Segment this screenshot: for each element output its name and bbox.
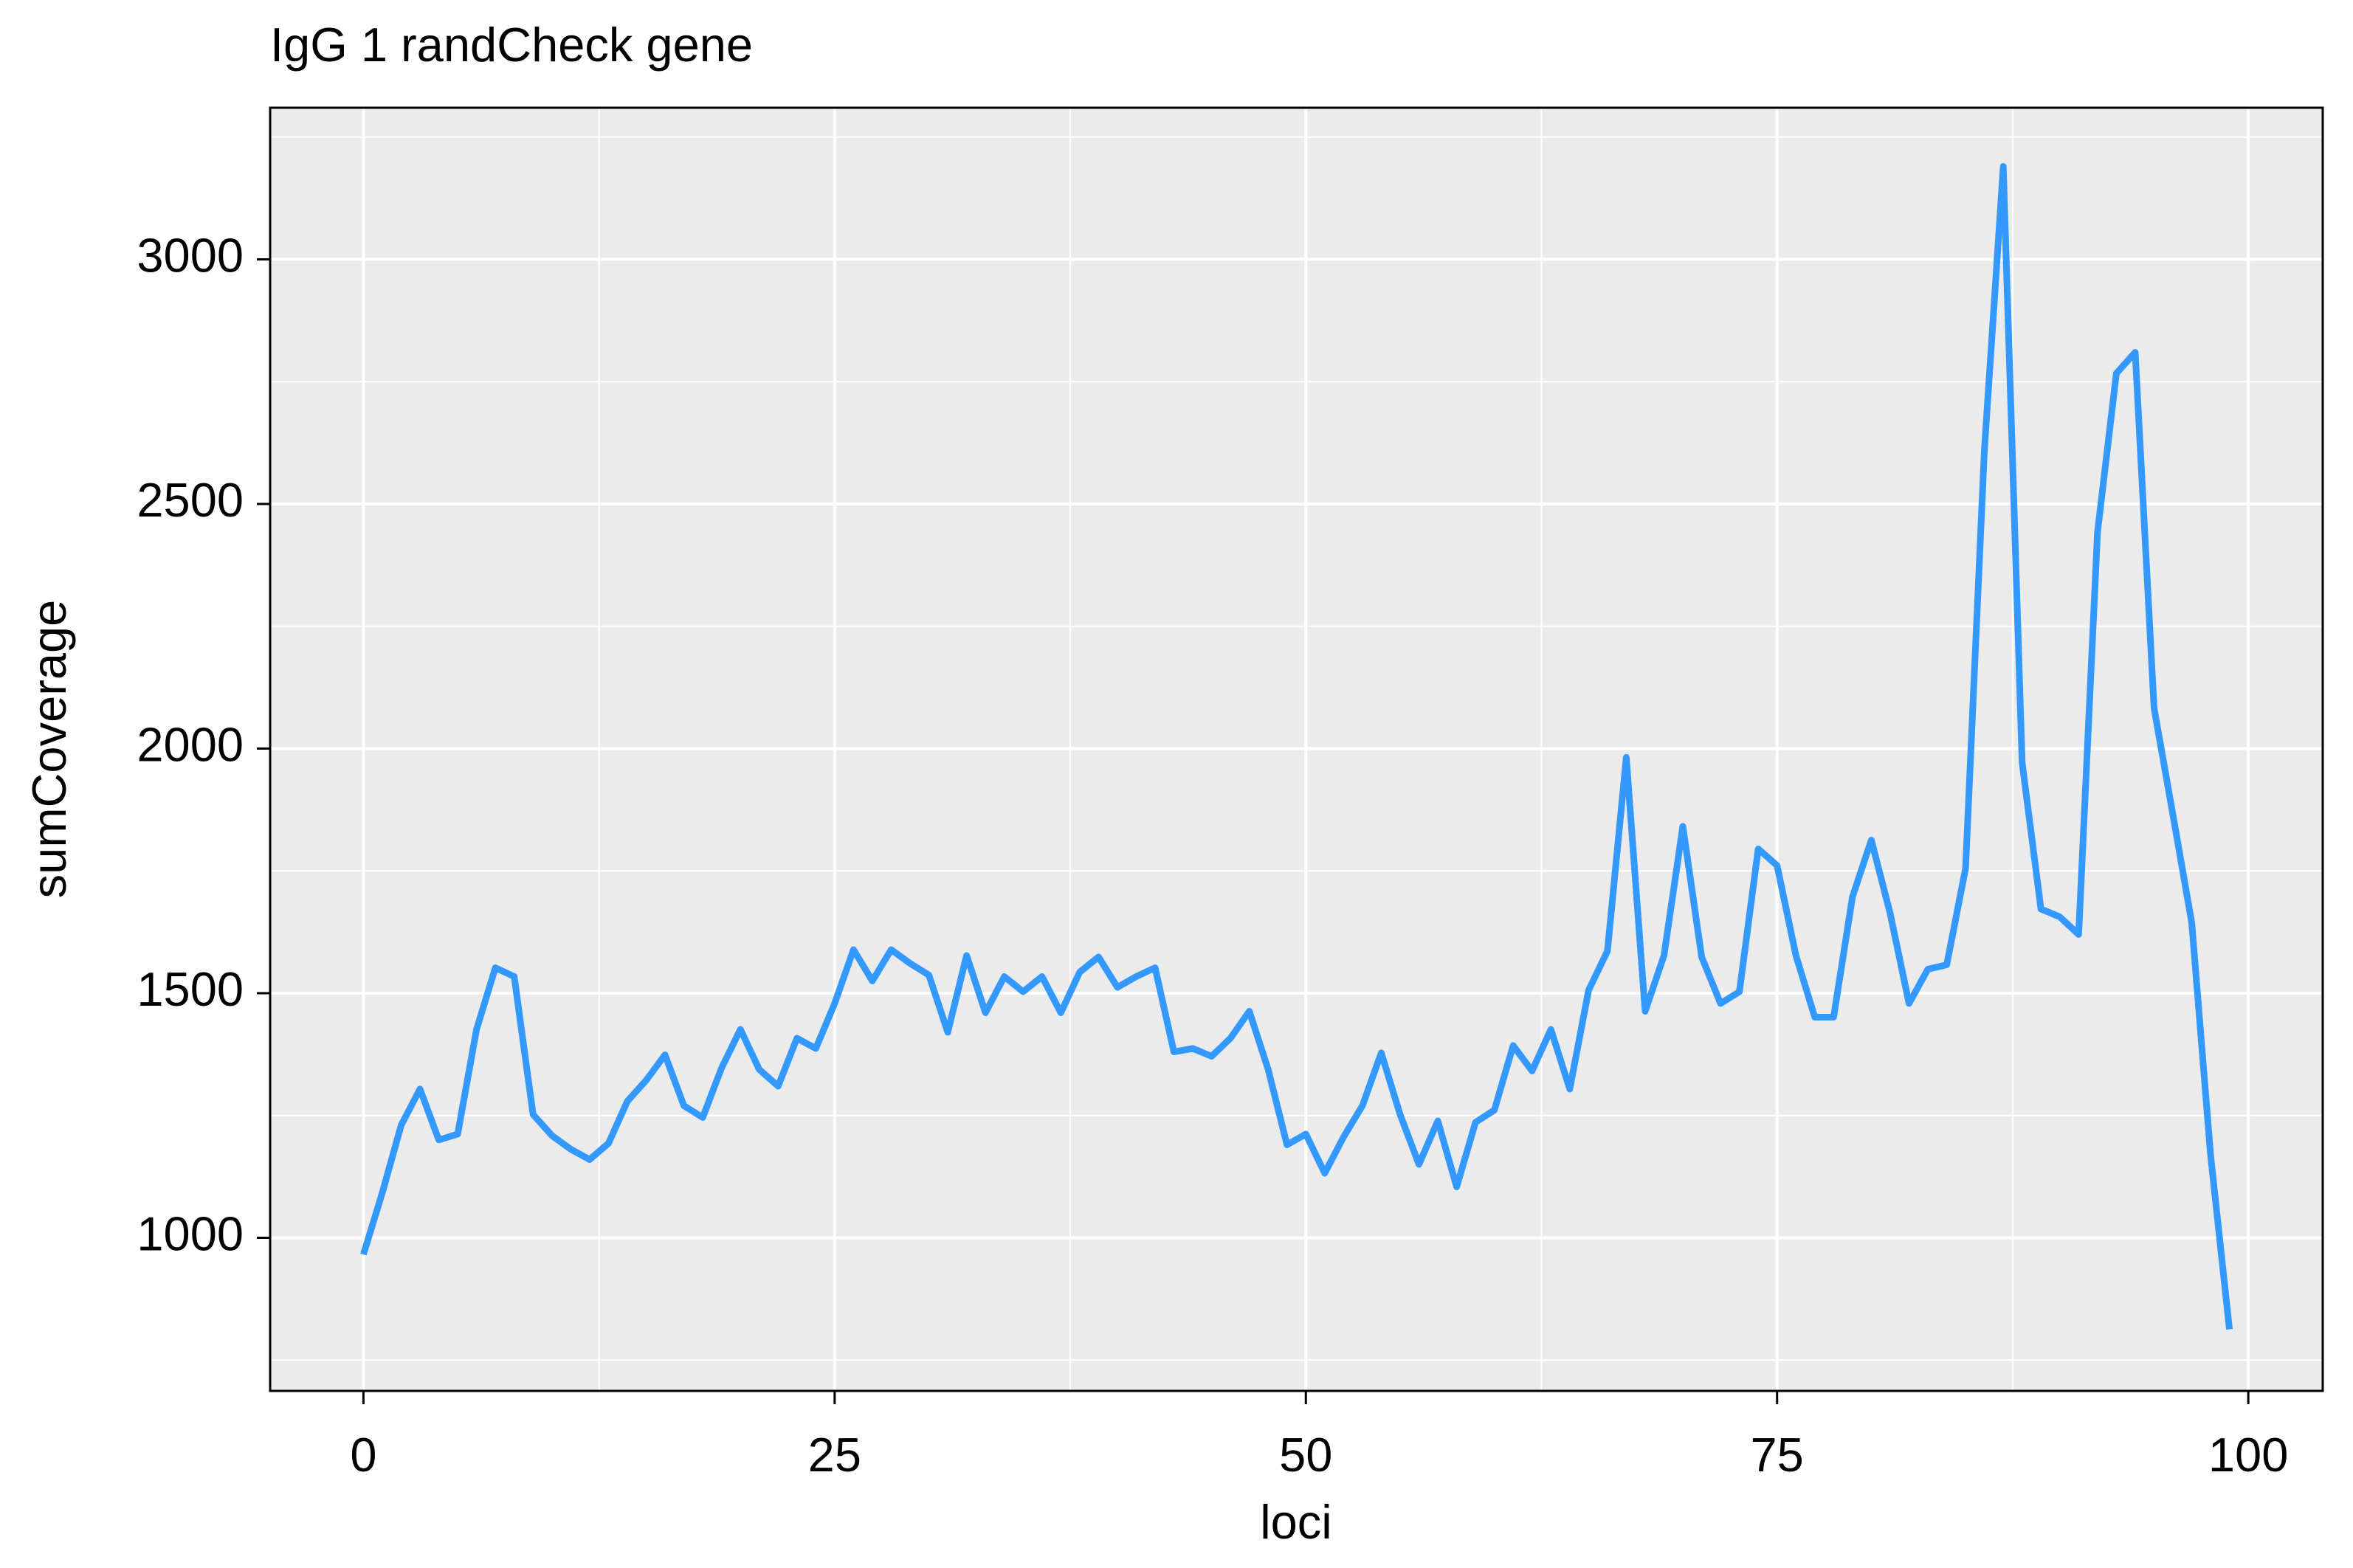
y-tick-label: 2000 [137,718,244,772]
x-tick-label: 50 [1279,1428,1332,1482]
x-axis-label: loci [1260,1495,1332,1549]
data-line [360,163,2233,1330]
y-axis-label: sumCoverage [22,600,76,899]
x-tick-label: 25 [808,1428,861,1482]
panel-border [269,106,2324,1392]
x-tick-label: 0 [350,1428,376,1482]
chart-title: IgG 1 randCheck gene [270,18,753,72]
x-tick-label: 100 [2208,1428,2288,1482]
y-tick-label: 3000 [137,229,244,283]
y-tick-label: 1000 [137,1207,244,1261]
x-tick-label: 75 [1751,1428,1804,1482]
y-tick-label: 2500 [137,473,244,527]
y-tick-label: 1500 [137,962,244,1016]
